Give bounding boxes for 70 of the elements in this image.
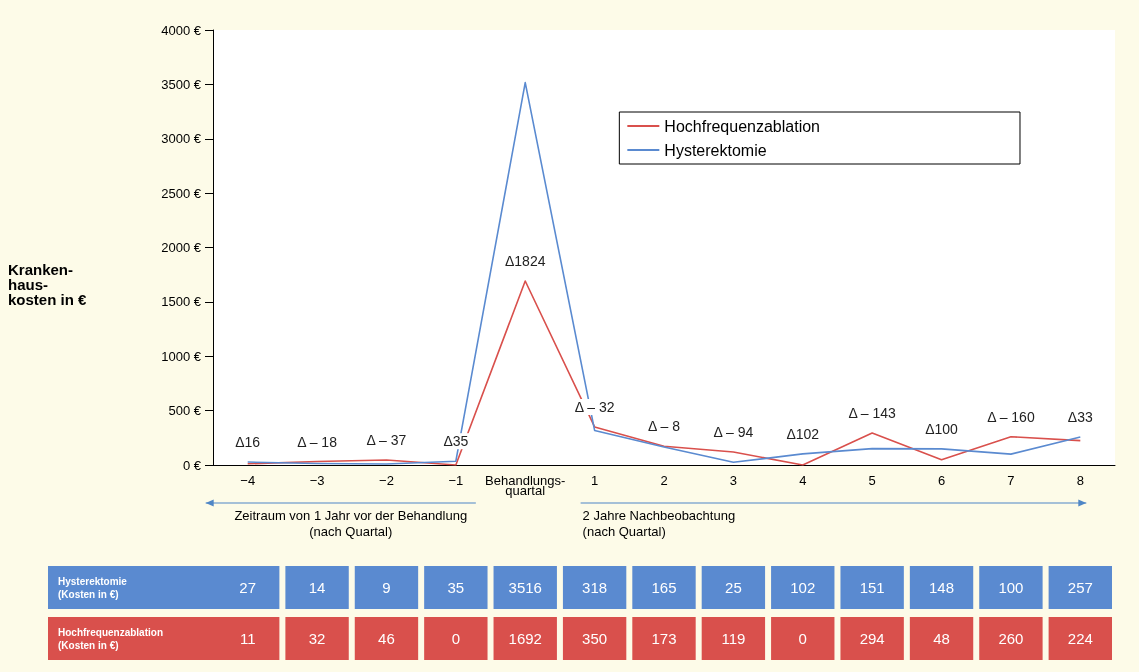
data-label: 48	[933, 630, 950, 647]
annotation: Δ – 94	[713, 424, 754, 441]
data-label: 14	[308, 579, 326, 596]
data-label: 0	[451, 630, 461, 647]
text: (Kosten in €)	[58, 639, 119, 651]
annotation: Δ – 37	[366, 432, 407, 448]
data-label: 11	[239, 630, 256, 647]
annotation: Δ – 18	[297, 433, 338, 450]
data-label: 0	[798, 630, 807, 647]
data-label: 165	[651, 579, 677, 596]
y-tick-label: 0 €	[182, 457, 202, 473]
annotation: Δ102	[786, 425, 820, 442]
data-label: 35	[447, 579, 465, 596]
data-label: 46	[378, 630, 395, 647]
text: 2 Jahre Nachbeobachtung (nach Quartal)	[582, 507, 736, 539]
text: Hochfrequenzablation	[58, 626, 164, 638]
text: (Kosten in €)	[58, 588, 119, 600]
x-tick-label: −3	[309, 472, 325, 488]
annotation: Δ – 32	[574, 398, 615, 415]
y-tick-label: 1500 €	[161, 294, 202, 310]
x-tick-label: −2	[379, 472, 394, 488]
data-label: 25	[725, 579, 742, 596]
x-tick-label: −1	[448, 472, 464, 488]
data-label: 294	[859, 630, 885, 647]
data-label: 9	[382, 579, 391, 596]
x-tick-label: 6	[937, 472, 946, 488]
annotation: Δ1824	[504, 252, 546, 269]
y-tick-label: 2000 €	[161, 240, 202, 255]
data-label: 1692	[508, 630, 542, 647]
data-label: 148	[929, 579, 955, 596]
legend-label: Hysterektomie	[664, 141, 767, 159]
annotation: Δ33	[1067, 409, 1093, 426]
x-tick-label: 4	[799, 472, 807, 488]
x-tick-label: 8	[1076, 472, 1084, 488]
x-tick-label: 2	[660, 472, 668, 488]
annotation: Δ – 143	[848, 405, 897, 422]
data-label: 260	[998, 630, 1024, 647]
data-label: 27	[239, 579, 257, 596]
data-label: 3516	[508, 579, 542, 596]
y-tick-label: 3500 €	[161, 76, 202, 92]
annotation: Δ – 160	[987, 408, 1035, 425]
data-label: 119	[721, 630, 746, 647]
x-tick-label: 3	[729, 472, 737, 488]
data-label: 32	[308, 630, 326, 647]
y-tick-label: 3000 €	[161, 131, 202, 147]
annotation: Δ16	[235, 434, 261, 451]
x-tick-label: 5	[868, 472, 876, 488]
text: Zeitraum von 1 Jahr vor der Behandlung (nach Quartal)	[234, 507, 468, 539]
y-tick-label: 500 €	[168, 403, 202, 419]
text: Hysterektomie	[58, 575, 127, 587]
data-label: 350	[582, 630, 608, 647]
data-label: 173	[651, 630, 677, 647]
x-tick-label: Behandlungs- quartal	[485, 472, 566, 498]
x-tick-label: −4	[240, 472, 256, 488]
annotation: Δ35	[443, 433, 469, 450]
y-axis-title: Kranken- haus- kosten in €	[8, 261, 88, 308]
annotation: Δ – 8	[648, 418, 681, 435]
y-tick-label: 1000 €	[161, 348, 202, 364]
data-label: 257	[1067, 579, 1093, 596]
data-label: 100	[998, 579, 1024, 596]
x-tick-label: 1	[591, 472, 599, 488]
annotation: Δ100	[925, 420, 959, 437]
data-label: 224	[1067, 630, 1093, 647]
data-label: 102	[790, 579, 816, 596]
y-tick-label: 4000 €	[161, 22, 202, 38]
y-tick-label: 2500 €	[161, 185, 202, 201]
data-label: 151	[859, 579, 885, 596]
legend-label: Hochfrequenzablation	[664, 117, 821, 135]
x-tick-label: 7	[1007, 472, 1015, 488]
data-label: 318	[582, 579, 608, 596]
